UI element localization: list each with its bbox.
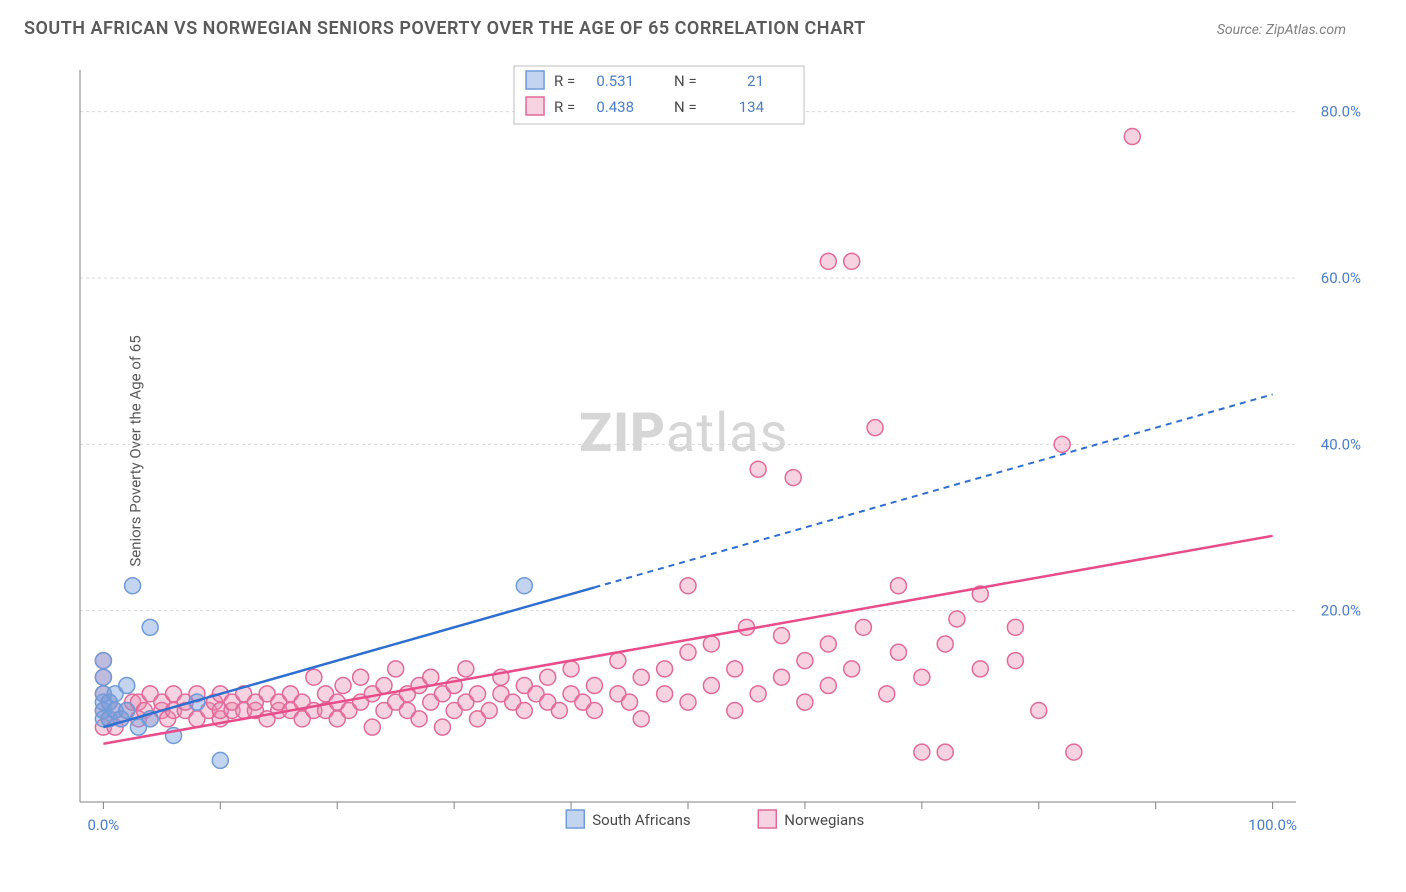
svg-text:0.438: 0.438 xyxy=(596,98,634,116)
svg-text:40.0%: 40.0% xyxy=(1321,435,1361,453)
svg-text:21: 21 xyxy=(747,72,764,90)
correlation-scatter-chart: 20.0% 40.0% 60.0% 80.0% 0.0% 100.0% ZIPatlas R … xyxy=(70,60,1376,842)
svg-text:0.531: 0.531 xyxy=(596,72,634,90)
svg-text:South Africans: South Africans xyxy=(592,811,690,829)
page-title: SOUTH AFRICAN VS NORWEGIAN SENIORS POVER… xyxy=(24,18,866,39)
svg-text:R =: R = xyxy=(554,98,575,116)
svg-text:N =: N = xyxy=(674,98,697,116)
svg-text:N =: N = xyxy=(674,72,697,90)
svg-text:80.0%: 80.0% xyxy=(1321,103,1361,121)
svg-text:20.0%: 20.0% xyxy=(1321,602,1361,620)
svg-text:Norwegians: Norwegians xyxy=(784,811,864,829)
svg-text:0.0%: 0.0% xyxy=(87,816,119,834)
svg-text:60.0%: 60.0% xyxy=(1321,269,1361,287)
svg-text:ZIPatlas: ZIPatlas xyxy=(579,402,788,465)
svg-text:134: 134 xyxy=(739,98,765,116)
chart-container: Seniors Poverty Over the Age of 65 20.0%… xyxy=(50,60,1376,842)
svg-text:R =: R = xyxy=(554,72,575,90)
svg-text:100.0%: 100.0% xyxy=(1248,816,1297,834)
source-attribution: Source: ZipAtlas.com xyxy=(1217,22,1346,38)
